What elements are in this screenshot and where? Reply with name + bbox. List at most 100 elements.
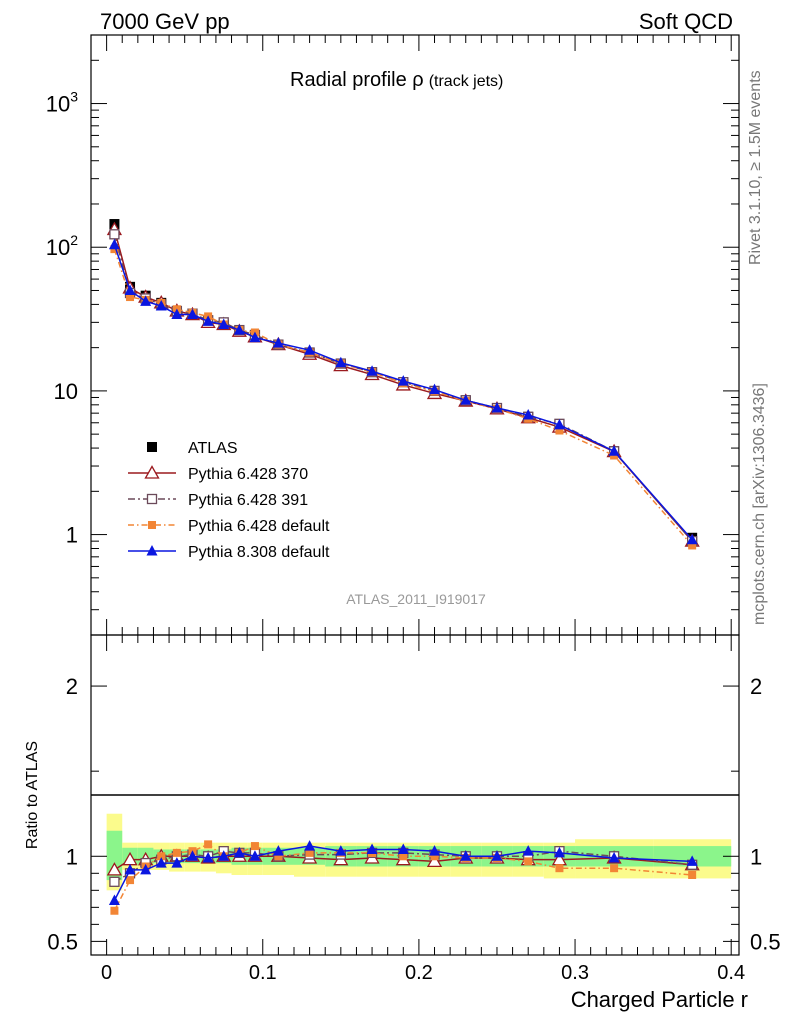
x-tick-label: 0 bbox=[101, 962, 112, 984]
ratio-y-tick-label-right: 1 bbox=[750, 844, 762, 869]
data-point bbox=[124, 284, 136, 295]
ratio-point bbox=[109, 876, 120, 887]
side-text-bottom: mcplots.cern.ch [arXiv:1306.3436] bbox=[751, 383, 768, 625]
y-tick-label: 1 bbox=[66, 523, 78, 548]
ratio-point bbox=[610, 864, 619, 873]
header-right: Soft QCD bbox=[639, 9, 733, 34]
ratio-panel: 0.5 0.5 1 1 2 2 0 0.1 0.2 0.3 0.4 Ratio to ATLAS C… bbox=[24, 634, 781, 1012]
ratio-point bbox=[366, 843, 378, 854]
ratio-line bbox=[114, 855, 693, 871]
main-panel: Radial profile ρ (track jets) ATLAS_2011_… bbox=[46, 34, 740, 636]
data-point bbox=[522, 408, 534, 420]
ratio-line bbox=[113, 843, 693, 912]
data-point bbox=[171, 308, 183, 320]
data-point bbox=[108, 238, 120, 250]
main-watermark: ATLAS_2011_I919017 bbox=[346, 591, 486, 607]
ratio-line bbox=[113, 845, 693, 901]
data-point bbox=[218, 318, 230, 329]
ratio-series bbox=[106, 840, 700, 915]
ratio-ticks: 0.5 0.5 1 1 2 2 0 0.1 0.2 0.3 0.4 bbox=[47, 635, 781, 984]
data-point bbox=[126, 293, 135, 302]
ratio-point bbox=[524, 857, 533, 866]
ratio-point bbox=[460, 850, 472, 861]
data-point bbox=[272, 337, 284, 348]
data-point bbox=[555, 426, 564, 435]
ratio-point bbox=[155, 857, 167, 868]
ratio-point bbox=[110, 906, 119, 915]
legend-marker bbox=[146, 545, 158, 556]
ratio-point bbox=[126, 876, 135, 885]
ratio-point bbox=[172, 848, 181, 857]
ratio-point bbox=[397, 843, 409, 854]
x-tick-label: 0.3 bbox=[561, 962, 589, 984]
data-point bbox=[109, 229, 120, 240]
main-title-sub: (track jets) bbox=[429, 73, 504, 90]
ratio-point bbox=[204, 840, 213, 849]
data-point bbox=[688, 541, 697, 550]
ratio-point bbox=[274, 852, 283, 861]
ratio-point bbox=[430, 852, 439, 861]
legend-marker bbox=[147, 442, 157, 452]
data-point bbox=[335, 356, 347, 368]
ratio-point bbox=[249, 850, 261, 861]
ratio-series-pythia-8-308-default bbox=[108, 840, 698, 906]
data-point bbox=[460, 394, 472, 405]
main-title: Radial profile ρ (track jets) bbox=[290, 69, 503, 91]
y-tick-label: 103 bbox=[46, 89, 78, 117]
ratio-point bbox=[171, 857, 183, 868]
main-title-text: Radial profile bbox=[290, 69, 412, 91]
ratio-point bbox=[124, 863, 136, 875]
ratio-point bbox=[305, 848, 314, 857]
series-line bbox=[113, 248, 693, 546]
ratio-point bbox=[522, 845, 534, 856]
data-point bbox=[686, 533, 698, 545]
ratio-point bbox=[272, 845, 284, 856]
side-text-top: Rivet 3.1.10, ≥ 1.5M events bbox=[747, 70, 764, 265]
ratio-point bbox=[157, 852, 166, 861]
ratio-line bbox=[114, 850, 693, 883]
legend-label: Pythia 6.428 default bbox=[188, 518, 330, 535]
data-point bbox=[155, 299, 167, 311]
ratio-point bbox=[553, 846, 565, 858]
data-point bbox=[429, 383, 441, 395]
ratio-point bbox=[202, 851, 214, 863]
ratio-point bbox=[429, 845, 441, 856]
ratio-point bbox=[608, 851, 620, 863]
data-point bbox=[366, 365, 378, 376]
legend-item: ATLAS bbox=[147, 440, 238, 457]
y-tick-label: 102 bbox=[46, 232, 78, 260]
ratio-point bbox=[140, 863, 152, 875]
legend-marker bbox=[146, 493, 158, 505]
data-point bbox=[202, 315, 214, 326]
legend-item: Pythia 8.308 default bbox=[128, 544, 330, 561]
ratio-point bbox=[686, 855, 698, 866]
ratio-point bbox=[106, 862, 123, 876]
main-series bbox=[106, 219, 700, 550]
ratio-point bbox=[335, 845, 347, 856]
main-ticks: 1 10 102 103 bbox=[46, 34, 739, 636]
x-tick-label: 0.4 bbox=[717, 962, 745, 984]
main-title-symbol: ρ bbox=[412, 69, 423, 91]
data-point bbox=[491, 402, 503, 413]
ratio-point bbox=[304, 840, 316, 851]
data-point bbox=[553, 418, 565, 430]
ratio-point bbox=[108, 894, 120, 906]
legend-label: Pythia 6.428 391 bbox=[188, 492, 308, 509]
ratio-point bbox=[233, 846, 245, 858]
ratio-y-tick-label: 0.5 bbox=[47, 929, 78, 954]
legend-marker bbox=[148, 521, 156, 529]
x-tick-label: 0.2 bbox=[405, 962, 433, 984]
ratio-point bbox=[555, 864, 564, 873]
series-pythia-8-308-default bbox=[108, 238, 698, 545]
data-point bbox=[304, 344, 316, 355]
ratio-y-tick-label-right: 2 bbox=[750, 674, 762, 699]
legend-marker bbox=[144, 465, 160, 479]
legend-item: Pythia 6.428 default bbox=[128, 518, 330, 535]
ratio-y-tick-label: 2 bbox=[66, 674, 78, 699]
ratio-bands bbox=[106, 813, 732, 891]
x-tick-label: 0.1 bbox=[249, 962, 277, 984]
ratio-point bbox=[491, 850, 503, 861]
data-point bbox=[233, 324, 245, 335]
ratio-y-tick-label-right: 0.5 bbox=[750, 929, 781, 954]
